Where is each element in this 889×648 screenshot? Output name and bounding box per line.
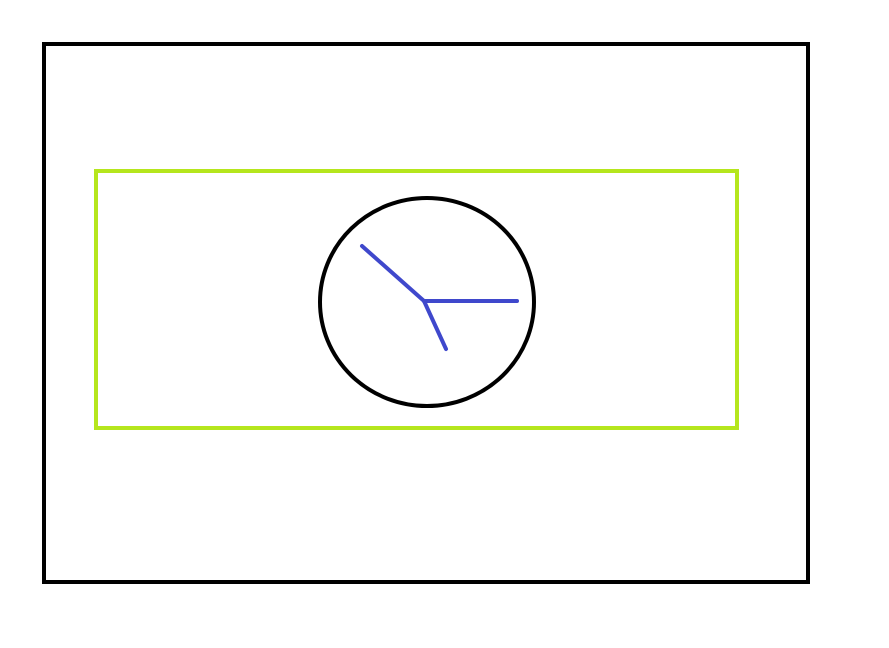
clock-face [318, 196, 536, 408]
clock-icon [318, 196, 536, 408]
inner-frame [94, 169, 739, 430]
clock-hand-upper-left [360, 244, 426, 303]
outer-frame [42, 42, 810, 584]
clock-hand-down [422, 299, 448, 351]
